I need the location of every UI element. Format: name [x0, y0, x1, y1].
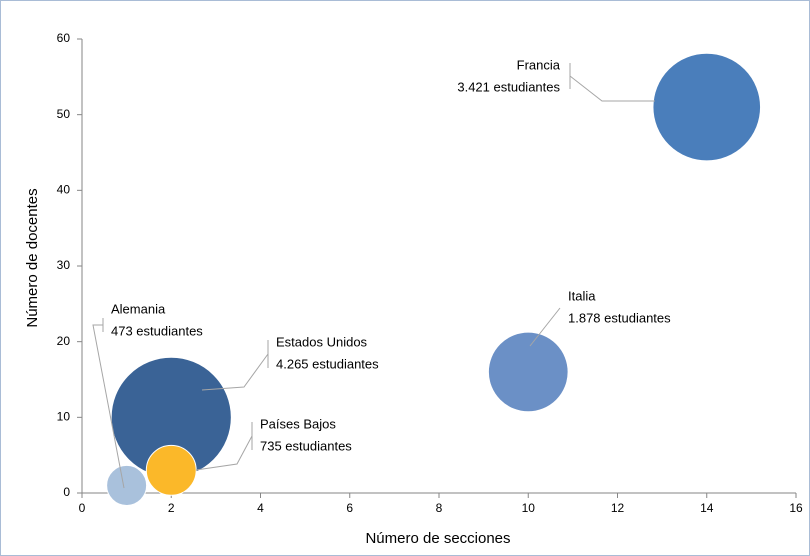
x-tick-label: 14	[700, 501, 714, 515]
y-tick-label: 20	[57, 334, 71, 348]
y-tick-label: 0	[63, 485, 70, 499]
bubble	[652, 52, 762, 162]
x-tick-label: 8	[436, 501, 443, 515]
data-label-name: Países Bajos	[260, 416, 336, 431]
bubble	[487, 331, 569, 413]
y-tick-label: 30	[57, 258, 71, 272]
y-tick-label: 10	[57, 410, 71, 424]
data-label-name: Estados Unidos	[276, 334, 368, 349]
x-tick-label: 6	[346, 501, 353, 515]
x-tick-label: 2	[168, 501, 175, 515]
data-label-name: Italia	[568, 288, 596, 303]
x-tick-label: 4	[257, 501, 264, 515]
leader-line	[529, 307, 561, 347]
data-label-name: Alemania	[111, 301, 166, 316]
data-label-size: 473 estudiantes	[111, 323, 203, 338]
y-tick-label: 60	[57, 31, 71, 45]
data-label-size: 1.878 estudiantes	[568, 310, 671, 325]
data-label-size: 4.265 estudiantes	[276, 356, 379, 371]
y-tick-label: 40	[57, 183, 71, 197]
x-axis-title: Número de secciones	[365, 530, 510, 547]
leader-line	[201, 340, 269, 391]
x-tick-label: 0	[79, 501, 86, 515]
bubble	[106, 464, 148, 506]
x-tick-label: 12	[611, 501, 625, 515]
bubble	[145, 444, 197, 496]
leader-line	[92, 318, 125, 489]
x-tick-label: 10	[522, 501, 536, 515]
x-tick-label: 16	[789, 501, 803, 515]
y-axis-title: Número de docentes	[24, 188, 41, 327]
leader-line	[195, 422, 253, 471]
y-tick-label: 50	[57, 107, 71, 121]
data-label-size: 735 estudiantes	[260, 438, 352, 453]
leader-line	[569, 63, 655, 102]
data-label-size: 3.421 estudiantes	[457, 79, 560, 94]
data-label-name: Francia	[517, 57, 561, 72]
